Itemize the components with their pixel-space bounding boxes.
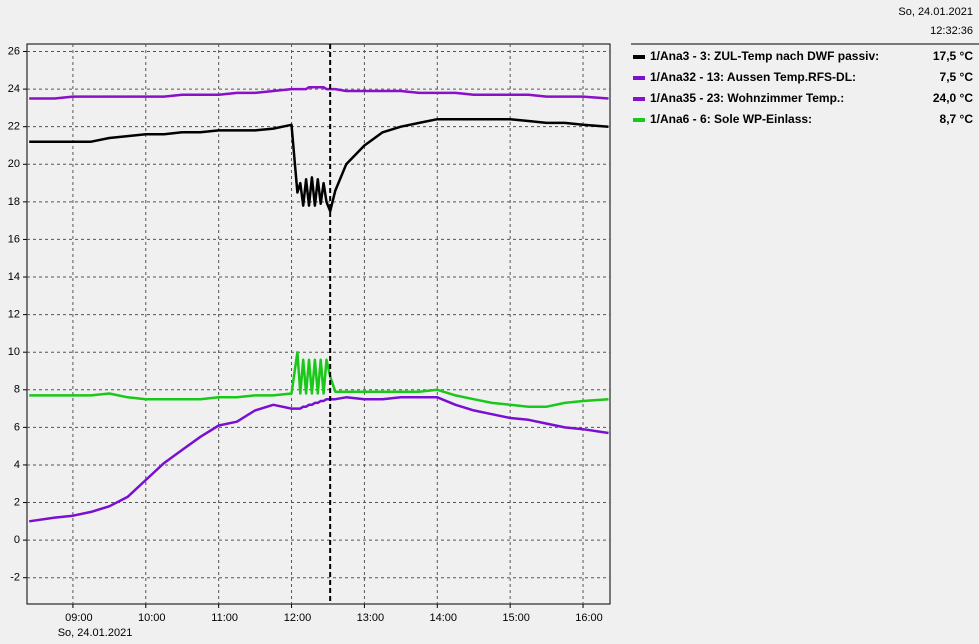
y-tick-label: 10 xyxy=(8,346,20,358)
y-tick-label: 20 xyxy=(8,158,20,170)
y-tick-label: 18 xyxy=(8,196,20,208)
y-tick-label: 26 xyxy=(8,45,20,57)
y-tick-label: 6 xyxy=(14,421,20,433)
x-tick-label: 11:00 xyxy=(211,612,238,624)
legend-value: 17,5 °C xyxy=(933,49,973,63)
y-tick-label: 2 xyxy=(14,496,20,508)
y-tick-label: 4 xyxy=(14,459,20,471)
series-line xyxy=(29,85,609,100)
y-tick-label: 12 xyxy=(8,309,20,321)
x-tick-label: 12:00 xyxy=(284,612,312,624)
y-tick-label: 14 xyxy=(8,271,20,283)
x-tick-label: 13:00 xyxy=(357,612,385,624)
y-tick-label: 8 xyxy=(14,384,20,396)
y-tick-label: -2 xyxy=(10,572,20,584)
y-tick-label: 22 xyxy=(8,121,20,133)
x-tick-label: 14:00 xyxy=(430,612,458,624)
y-tick-label: 24 xyxy=(8,83,20,95)
legend-value: 24,0 °C xyxy=(933,91,973,105)
legend-value: 8,7 °C xyxy=(940,112,974,126)
header-time: 12:32:36 xyxy=(930,25,973,37)
header-date: So, 24.01.2021 xyxy=(898,6,973,18)
x-tick-label: 09:00 xyxy=(65,612,93,624)
legend-label: 1/Ana32 - 13: Aussen Temp.RFS-DL: xyxy=(650,70,856,84)
legend-label: 1/Ana6 - 6: Sole WP-Einlass: xyxy=(650,112,812,126)
x-tick-label: 16:00 xyxy=(575,612,603,624)
y-tick-label: 0 xyxy=(14,534,20,546)
series-line xyxy=(29,396,609,523)
legend-value: 7,5 °C xyxy=(940,70,974,84)
x-date-label: So, 24.01.2021 xyxy=(58,627,133,639)
legend-label: 1/Ana3 - 3: ZUL-Temp nach DWF passiv: xyxy=(650,49,879,63)
series-line xyxy=(29,350,609,408)
x-tick-label: 15:00 xyxy=(502,612,530,624)
y-tick-label: 16 xyxy=(8,233,20,245)
legend-label: 1/Ana35 - 23: Wohnzimmer Temp.: xyxy=(650,91,844,105)
x-tick-label: 10:00 xyxy=(138,612,166,624)
series-line xyxy=(29,117,609,213)
plot-area xyxy=(26,43,611,605)
